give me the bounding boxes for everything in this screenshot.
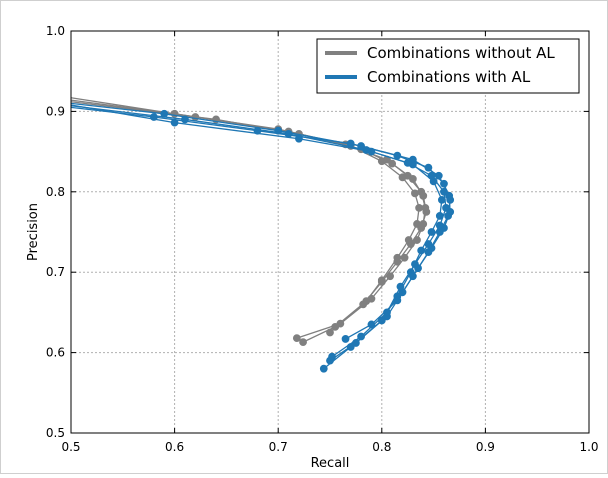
data-point [377,277,386,286]
series-line-4 [70,105,443,370]
plot-area-border [70,30,590,434]
series-6 [70,104,450,361]
data-point [359,300,368,309]
series-1 [70,99,430,343]
y-tick-label: 0.5 [46,426,65,440]
data-point [393,257,402,266]
y-tick-label: 0.7 [46,265,65,279]
x-tick-label: 1.0 [579,440,598,454]
data-point [346,139,355,148]
series-line-5 [70,106,451,340]
data-point [367,147,376,156]
series-5 [70,106,455,343]
data-point [292,334,301,343]
y-tick-label: 0.9 [46,104,65,118]
data-point [419,191,428,200]
y-axis-label: Precision [26,203,41,261]
data-point [326,328,334,337]
data-point [406,240,415,248]
data-point [319,364,328,373]
data-point [393,151,402,160]
data-point [299,338,307,347]
x-tick-label: 0.5 [61,440,80,454]
legend-label-without-al: Combinations without AL [367,44,555,62]
data-point [408,175,417,183]
axis-ticks: 0.5 0.6 0.7 0.8 0.9 1.0 0.5 0.6 0.7 0.8 0.9 1.0 [46,24,599,454]
series-0 [70,97,423,347]
x-tick-label: 0.7 [269,440,288,454]
legend: Combinations without AL Combinations wit… [316,38,580,94]
data-point [396,282,405,291]
y-tick-label: 0.8 [46,185,65,199]
data-point [341,335,350,343]
data-point [408,272,417,281]
data-point [388,159,397,168]
data-point [383,308,391,317]
data-point [403,158,412,167]
x-axis-label: Recall [311,456,350,471]
data-point [295,134,303,143]
data-point [435,221,444,230]
data-point [328,352,336,361]
data-point [357,332,365,341]
x-tick-label: 0.8 [372,440,391,454]
data-point [446,195,455,204]
x-tick-label: 0.6 [165,440,184,454]
data-point [442,203,450,212]
data-point [284,130,293,138]
legend-label-with-al: Combinations with AL [367,68,531,86]
legend-box [316,38,580,94]
data-point [417,224,426,232]
data-point [440,187,448,196]
data-point [422,208,431,216]
series-2 [70,101,431,337]
y-tick-label: 0.6 [46,346,65,360]
data-point [424,240,433,248]
data-point [427,171,436,180]
series-4 [70,105,446,373]
data-point [440,179,448,188]
series-3 [70,102,455,365]
data-point [170,118,179,127]
x-tick-label: 0.9 [476,440,495,454]
data-point [444,212,453,220]
data-point [253,126,262,135]
series-layer [70,97,455,373]
y-tick-label: 1.0 [46,24,65,38]
data-point [424,163,433,172]
data-point [411,260,419,269]
series-line-3 [70,102,451,362]
data-point [424,248,433,257]
data-point [411,189,419,198]
data-point [427,228,436,236]
